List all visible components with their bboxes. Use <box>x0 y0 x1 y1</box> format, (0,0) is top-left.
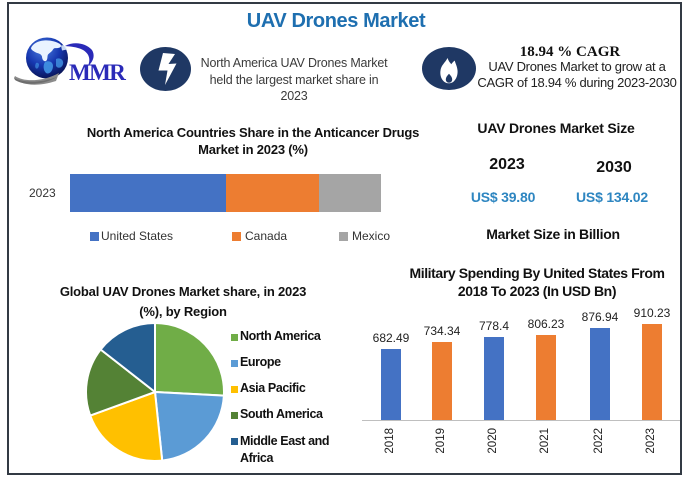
svg-text:MMR: MMR <box>69 60 126 85</box>
